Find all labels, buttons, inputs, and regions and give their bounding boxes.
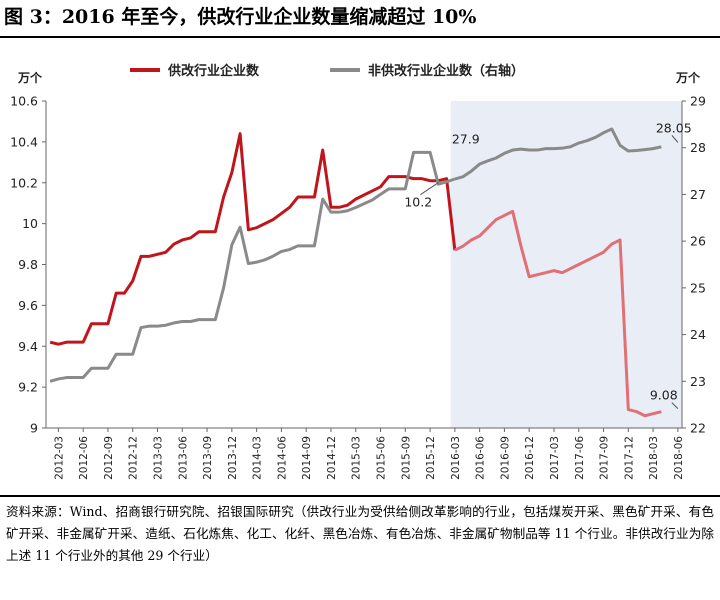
x-tick-label: 2015-12 xyxy=(425,436,437,480)
data-label: 10.2 xyxy=(404,195,432,210)
x-tick-label: 2013-12 xyxy=(227,436,239,480)
series-line-2-highlight xyxy=(454,127,662,181)
left-unit-label: 万个 xyxy=(17,70,43,85)
right-tick-label: 23 xyxy=(690,374,706,389)
line-chart: 万个 万个 9 9.2 9.4 9.6 9.8 10 10.2 10.4 10.6 22 23 24 25 2… xyxy=(10,63,706,480)
x-tick-label: 2014-09 xyxy=(301,436,313,480)
x-tick-label: 2018-03 xyxy=(648,436,660,480)
x-tick-label: 2013-09 xyxy=(202,436,214,480)
x-tick-label: 2013-06 xyxy=(177,436,189,480)
source-note: 资料来源：Wind、招商银行研究院、招银国际研究（供改行业为受供给侧改革影响的行… xyxy=(6,504,714,563)
right-tick-label: 27 xyxy=(690,187,706,202)
left-tick-label: 10.4 xyxy=(10,134,38,149)
x-tick-label: 2012-09 xyxy=(103,436,115,480)
series-line-1-highlight xyxy=(454,209,662,418)
x-tick-label: 2016-12 xyxy=(524,436,536,480)
x-tick-label: 2017-09 xyxy=(599,436,611,480)
x-tick-label: 2018-06 xyxy=(673,436,685,480)
x-tick-label: 2016-03 xyxy=(450,436,462,480)
bottom-rule xyxy=(0,495,720,497)
x-tick-label: 2014-06 xyxy=(276,436,288,480)
left-tick-label: 9.2 xyxy=(18,380,38,395)
x-tick-label: 2013-03 xyxy=(153,436,165,480)
data-label: 27.9 xyxy=(452,131,480,146)
right-unit-label: 万个 xyxy=(675,70,701,85)
right-tick-label: 25 xyxy=(690,280,706,295)
left-tick-label: 10.2 xyxy=(10,175,38,190)
x-tick-label: 2015-03 xyxy=(351,436,363,480)
annotation-leader xyxy=(671,402,679,410)
x-tick-label: 2015-09 xyxy=(400,436,412,480)
x-tick-label: 2016-09 xyxy=(499,436,511,480)
right-tick-label: 24 xyxy=(690,327,706,342)
left-tick-label: 9.4 xyxy=(18,339,38,354)
x-tick-label: 2016-06 xyxy=(475,436,487,480)
left-tick-label: 10 xyxy=(22,216,38,231)
annotation-leader xyxy=(671,135,679,143)
x-tick-label: 2014-12 xyxy=(326,436,338,480)
chart-title: 图 3：2016 年至今，供改行业企业数量缩减超过 10% xyxy=(4,6,477,28)
left-tick-label: 9 xyxy=(30,421,38,436)
right-tick-label: 22 xyxy=(690,421,706,436)
legend-label-2: 非供改行业企业数（右轴） xyxy=(368,63,524,79)
top-rule xyxy=(0,36,720,38)
x-tick-label: 2012-06 xyxy=(78,436,90,480)
left-tick-label: 9.8 xyxy=(18,257,38,272)
x-tick-label: 2015-06 xyxy=(376,436,388,480)
x-tick-label: 2012-12 xyxy=(128,436,140,480)
x-tick-label: 2017-06 xyxy=(574,436,586,480)
x-tick-label: 2017-03 xyxy=(549,436,561,480)
x-tick-label: 2012-03 xyxy=(53,436,65,480)
highlight-region xyxy=(450,101,682,428)
data-label: 9.08 xyxy=(650,388,678,403)
x-tick-label: 2014-03 xyxy=(252,436,264,480)
x-tick-label: 2017-12 xyxy=(623,436,635,480)
series-line-1 xyxy=(49,132,457,346)
annotation-leader xyxy=(420,182,439,196)
right-tick-label: 26 xyxy=(690,234,706,249)
data-label: 28.05 xyxy=(656,120,692,135)
left-tick-label: 10.6 xyxy=(10,94,38,109)
left-tick-label: 9.6 xyxy=(18,298,38,313)
series-line-2 xyxy=(49,150,456,383)
legend-label-1: 供改行业企业数 xyxy=(167,63,260,79)
right-tick-label: 29 xyxy=(690,94,706,109)
right-tick-label: 28 xyxy=(690,140,706,155)
